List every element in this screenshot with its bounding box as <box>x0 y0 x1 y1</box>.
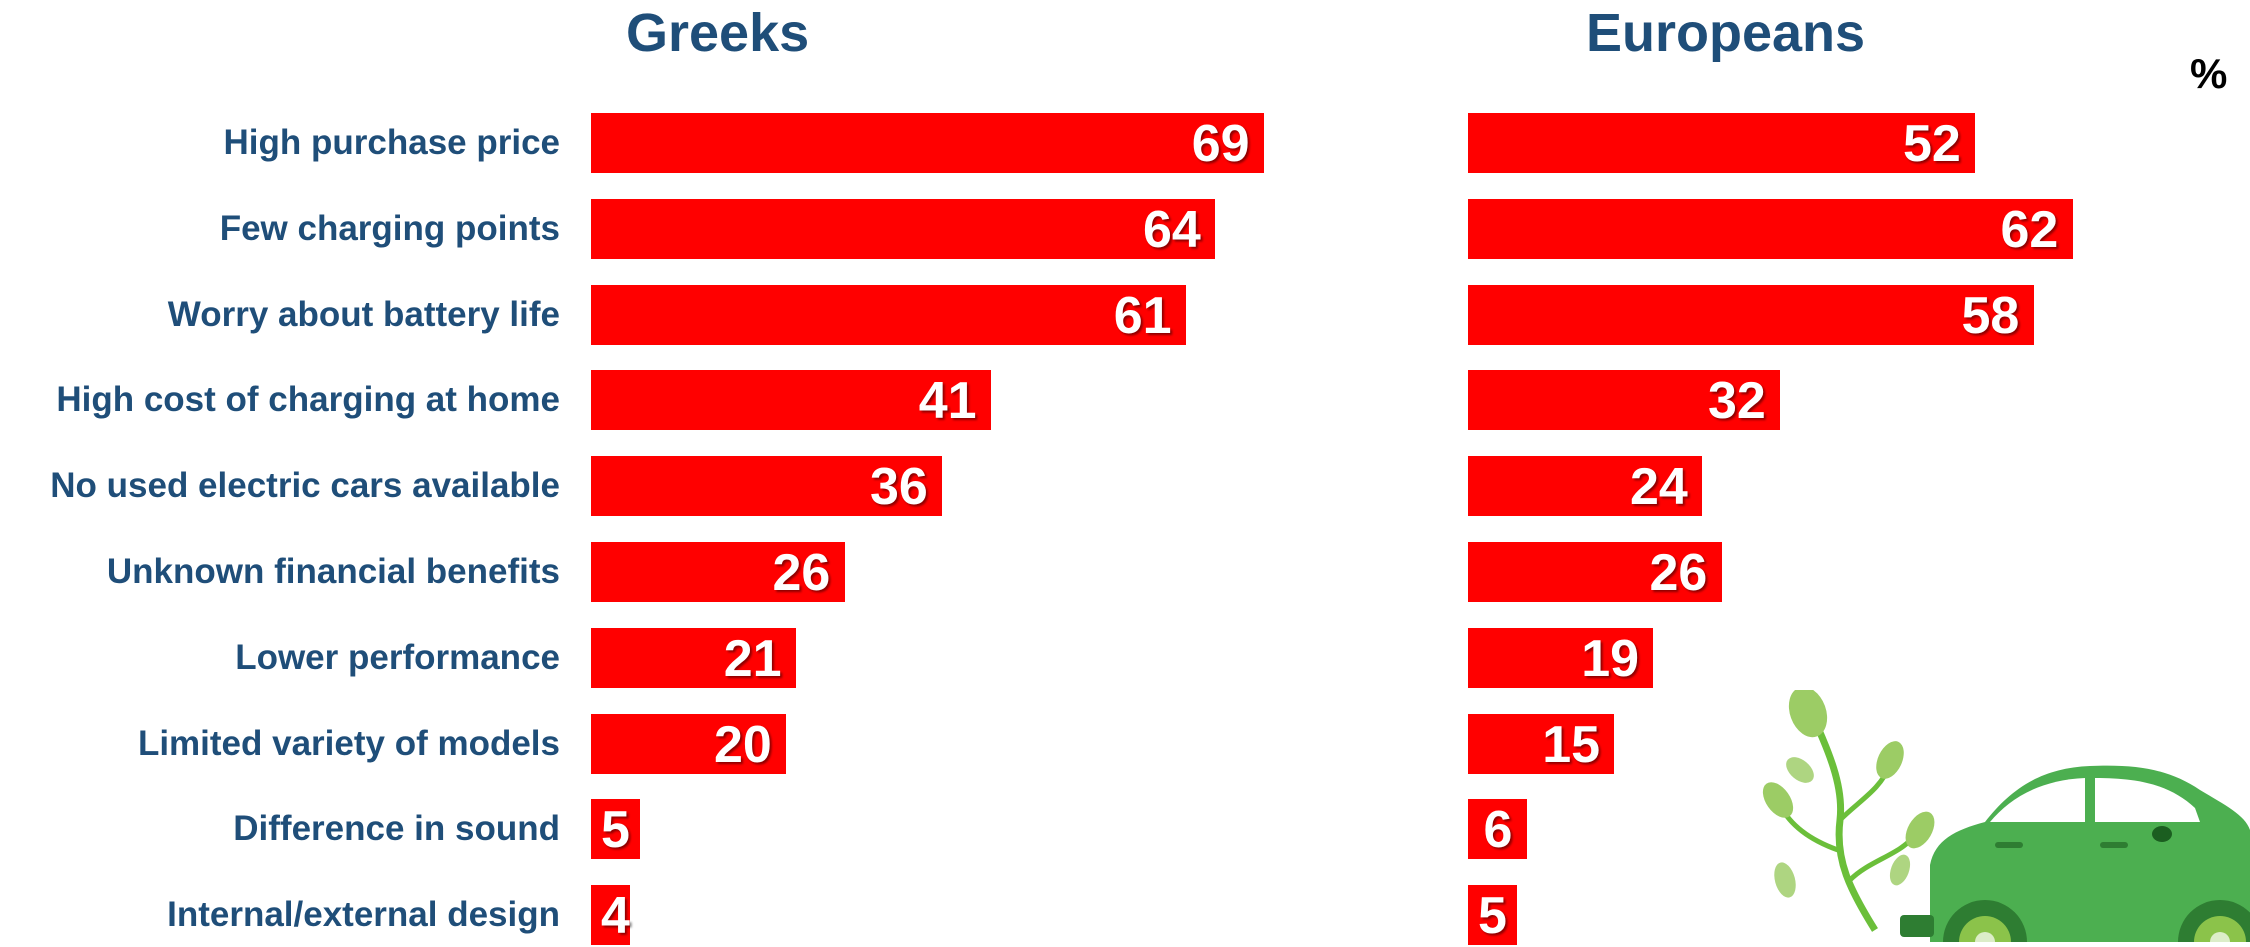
greeks-value-label: 21 <box>724 628 782 688</box>
europeans-value-label: 24 <box>1630 456 1688 516</box>
greeks-bar: 5 <box>591 799 640 859</box>
category-label: No used electric cars available <box>50 456 560 516</box>
europeans-value-label: 62 <box>2001 199 2059 259</box>
europeans-bar: 24 <box>1468 456 1702 516</box>
europeans-bar: 58 <box>1468 285 2034 345</box>
greeks-bar: 64 <box>591 199 1215 259</box>
europeans-bar: 32 <box>1468 370 1780 430</box>
greeks-value-label: 5 <box>601 799 630 859</box>
category-label: Limited variety of models <box>138 714 560 774</box>
electric-car-plant-icon <box>1740 690 2250 942</box>
greeks-value-label: 4 <box>601 885 630 945</box>
greeks-bar: 36 <box>591 456 942 516</box>
greeks-value-label: 26 <box>773 542 831 602</box>
europeans-value-label: 26 <box>1650 542 1708 602</box>
europeans-bar: 6 <box>1468 799 1527 859</box>
europeans-value-label: 5 <box>1478 885 1507 945</box>
category-label: Lower performance <box>235 628 560 688</box>
europeans-value-label: 19 <box>1581 628 1639 688</box>
europeans-value-label: 6 <box>1484 799 1513 859</box>
greeks-bar: 21 <box>591 628 796 688</box>
category-label: Difference in sound <box>233 799 560 859</box>
greeks-panel-title: Greeks <box>626 2 809 64</box>
europeans-bar: 15 <box>1468 714 1614 774</box>
greeks-value-label: 41 <box>919 370 977 430</box>
unit-label: % <box>2190 50 2227 98</box>
greeks-bar: 61 <box>591 285 1186 345</box>
greeks-value-label: 20 <box>714 714 772 774</box>
greeks-value-label: 36 <box>870 456 928 516</box>
greeks-bar: 20 <box>591 714 786 774</box>
category-label: High cost of charging at home <box>56 370 560 430</box>
category-label: Few charging points <box>220 199 560 259</box>
greeks-value-label: 61 <box>1114 285 1172 345</box>
europeans-value-label: 15 <box>1542 714 1600 774</box>
europeans-bar: 19 <box>1468 628 1653 688</box>
greeks-value-label: 69 <box>1192 113 1250 173</box>
europeans-value-label: 58 <box>1962 285 2020 345</box>
greeks-bar: 26 <box>591 542 845 602</box>
category-label: Unknown financial benefits <box>107 542 560 602</box>
category-label: Worry about battery life <box>168 285 560 345</box>
category-label: Internal/external design <box>167 885 560 945</box>
greeks-value-label: 64 <box>1143 199 1201 259</box>
europeans-bar: 26 <box>1468 542 1722 602</box>
europeans-value-label: 32 <box>1708 370 1766 430</box>
europeans-bar: 62 <box>1468 199 2073 259</box>
europeans-bar: 52 <box>1468 113 1975 173</box>
europeans-panel-title: Europeans <box>1586 2 1865 64</box>
europeans-value-label: 52 <box>1903 113 1961 173</box>
greeks-bar: 69 <box>591 113 1264 173</box>
greeks-bar: 41 <box>591 370 991 430</box>
greeks-bar: 4 <box>591 885 630 945</box>
europeans-bar: 5 <box>1468 885 1517 945</box>
category-label: High purchase price <box>224 113 560 173</box>
